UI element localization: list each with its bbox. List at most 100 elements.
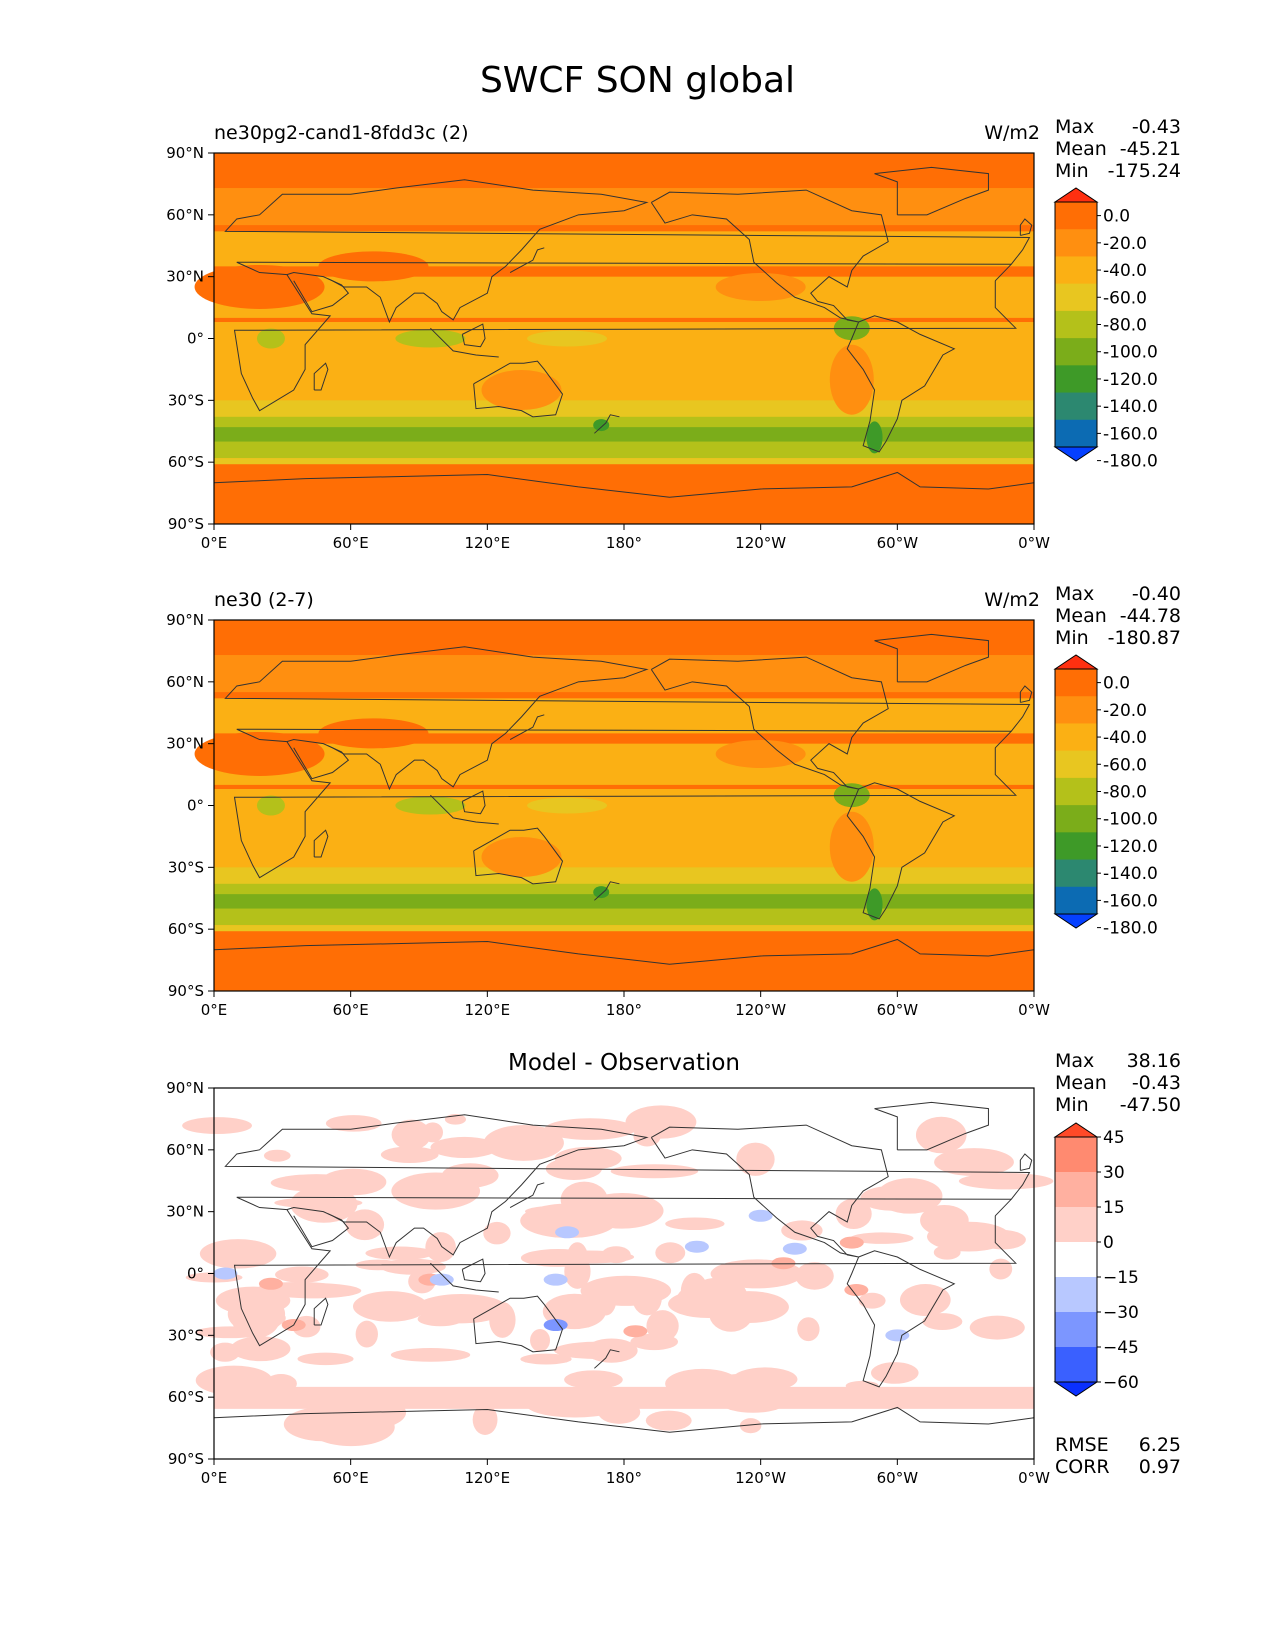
australia-region: [481, 837, 562, 878]
stat-value: 0.97: [1138, 1456, 1181, 1478]
lon-tick-label: 180°: [606, 1001, 642, 1019]
positive-bias-patch: [525, 1205, 607, 1218]
panel2-stats: Max -0.40 Mean -44.78 Min -180.87: [1055, 583, 1181, 649]
coastline: [473, 827, 564, 885]
colorbar-tick-label: −45: [1103, 1338, 1139, 1358]
positive-bias-patch: [391, 1119, 431, 1150]
lat-tick-label: 30°S: [168, 1326, 204, 1344]
positive-bias-patch: [858, 1292, 886, 1309]
positive-bias-patch: [297, 1352, 354, 1366]
lon-tick-label: 0°E: [201, 1469, 228, 1487]
coastline: [293, 745, 350, 780]
colorbar-tick-label: -100.0: [1103, 343, 1158, 363]
coastline: [594, 881, 620, 901]
positive-bias-patch: [871, 1362, 919, 1384]
stat-value: 38.16: [1126, 1050, 1181, 1072]
colorbar-bin: [1055, 750, 1097, 779]
coastline: [461, 1258, 486, 1283]
coastline: [846, 782, 956, 920]
positive-bias-patch: [876, 1178, 943, 1214]
coastline: [213, 1406, 1035, 1433]
lat-tick-label: 60°N: [166, 206, 204, 224]
colorbar-bin: [1055, 392, 1097, 421]
panel3-skill-stats: RMSE 6.25 CORR 0.97: [1055, 1434, 1181, 1478]
lat-tick-label: 90°S: [168, 1450, 204, 1468]
colorbar-bin: [1055, 1312, 1097, 1348]
positive-bias-patch: [320, 1168, 387, 1196]
colorbar-bin: [1055, 229, 1097, 257]
positive-bias-patch: [958, 1172, 1054, 1190]
coastline: [1019, 1153, 1033, 1171]
asia-dry-region: [318, 718, 429, 749]
positive-bias-patch: [380, 1146, 439, 1164]
coastline: [293, 278, 350, 313]
bias-hotspot: [839, 1236, 864, 1249]
positive-bias-patch: [355, 1320, 378, 1348]
positive-bias-patch: [922, 1313, 963, 1330]
new-zealand-region: [593, 886, 610, 899]
coastline: [293, 1213, 350, 1248]
coastline: [233, 1196, 1017, 1347]
colorbar-tick-label: -140.0: [1103, 864, 1158, 884]
subtropical-pacific: [715, 272, 806, 301]
positive-bias-patch: [199, 1239, 277, 1269]
coastline: [650, 1124, 889, 1258]
coastline: [874, 166, 989, 216]
australia-region: [481, 370, 562, 411]
colorbar-tick-label: -120.0: [1103, 837, 1158, 857]
band-subtropics-north: [214, 743, 1034, 785]
colorbar-bin: [1055, 419, 1097, 448]
positive-bias-patch: [739, 1418, 762, 1434]
colorbar-bin: [1055, 1207, 1097, 1243]
bias-hotspot: [429, 1273, 454, 1286]
positive-bias-patch: [483, 1124, 564, 1161]
lat-tick-label: 30°N: [166, 1203, 204, 1221]
lon-tick-label: 180°: [606, 1469, 642, 1487]
coastline: [313, 829, 329, 858]
colorbar-panel-1: 0.0 -20.0 -40.0 -60.0 -80.0 -100.0 -120.0 -140.…: [1053, 187, 1158, 472]
coastline: [846, 1250, 956, 1388]
stat-label: Max: [1055, 116, 1095, 138]
band-southern-edge: [214, 458, 1034, 465]
coastline: [213, 938, 1035, 965]
coastline: [594, 1349, 620, 1369]
andes-region: [829, 344, 874, 415]
patagonia-region: [866, 888, 883, 921]
stat-label: Mean: [1055, 138, 1107, 160]
stat-label: CORR: [1055, 1456, 1110, 1478]
stat-label: Max: [1055, 583, 1095, 605]
coastline: [594, 414, 620, 434]
band-south-subtropics: [214, 400, 1034, 421]
positive-bias-patch: [472, 1404, 498, 1435]
stat-label: RMSE: [1055, 1434, 1109, 1456]
lon-tick-label: 120°E: [465, 1469, 511, 1487]
bias-hotspot: [684, 1240, 709, 1253]
lat-tick-label: 60°S: [168, 1388, 204, 1406]
positive-bias-patch: [555, 1154, 611, 1168]
coastline: [430, 1262, 499, 1293]
colorbar-bin: [1055, 1347, 1097, 1383]
bias-hotspot: [543, 1273, 568, 1286]
panel3-title: Model - Observation: [507, 1050, 741, 1076]
colorbar-bin: [1055, 202, 1097, 230]
coastline: [313, 362, 329, 391]
southern-ocean-bias: [214, 1386, 1034, 1409]
lat-tick-label: 0°: [187, 1265, 204, 1283]
stat-label: Max: [1055, 1050, 1095, 1072]
positive-bias-patch: [530, 1329, 551, 1352]
bias-hotspot: [258, 1277, 283, 1290]
lat-tick-label: 30°N: [166, 735, 204, 753]
positive-bias-patch: [283, 1406, 364, 1442]
bias-hotspot: [543, 1319, 568, 1332]
stat-value: -0.40: [1131, 583, 1181, 605]
stat-value: -45.21: [1119, 138, 1181, 160]
coastline: [233, 261, 1017, 412]
lon-tick-label: 0°W: [1018, 1001, 1050, 1019]
colorbar-tick-label: -120.0: [1103, 370, 1158, 390]
positive-bias-patch: [544, 1118, 636, 1140]
sahara-region: [194, 264, 325, 309]
colorbar-tick-label: -180.0: [1103, 452, 1158, 472]
coastline: [473, 360, 564, 418]
coastline: [313, 1297, 329, 1326]
colorbar-tick-label: −15: [1103, 1268, 1139, 1288]
